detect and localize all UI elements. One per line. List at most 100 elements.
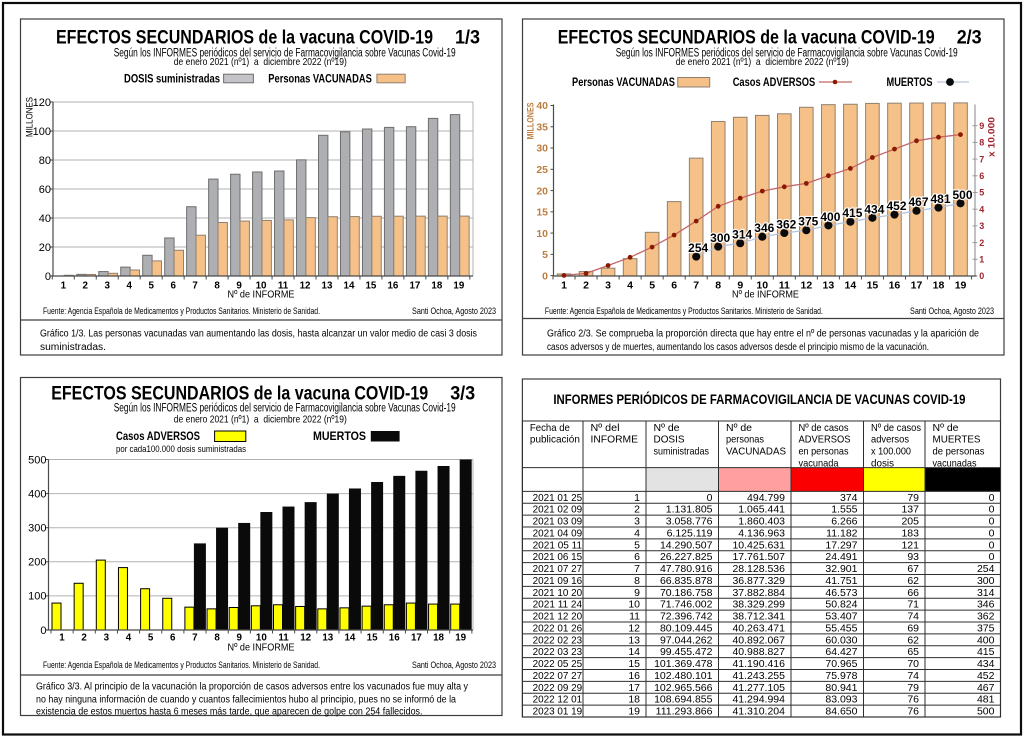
svg-text:Personas VACUNADAS: Personas VACUNADAS xyxy=(268,74,372,86)
svg-text:10: 10 xyxy=(628,599,640,611)
svg-text:Nº del: Nº del xyxy=(591,422,620,434)
svg-text:Nº de: Nº de xyxy=(726,422,752,434)
svg-text:1: 1 xyxy=(61,281,67,292)
svg-text:no hay ninguna información de: no hay ninguna información de cuando y c… xyxy=(36,694,456,705)
svg-text:17: 17 xyxy=(411,633,422,644)
svg-text:17.761.507: 17.761.507 xyxy=(732,551,785,563)
svg-text:314: 314 xyxy=(977,587,995,599)
svg-text:38.712.341: 38.712.341 xyxy=(732,611,785,623)
svg-text:x 10.000: x 10.000 xyxy=(987,117,998,157)
svg-text:10: 10 xyxy=(756,280,768,292)
svg-text:6: 6 xyxy=(170,281,176,292)
svg-text:9: 9 xyxy=(634,587,640,599)
svg-text:30: 30 xyxy=(536,143,548,155)
svg-text:MILLONES: MILLONES xyxy=(526,103,537,140)
svg-text:14.290.507: 14.290.507 xyxy=(660,539,713,551)
svg-text:346: 346 xyxy=(754,221,774,235)
svg-text:100: 100 xyxy=(28,591,46,603)
svg-text:6: 6 xyxy=(634,551,640,563)
svg-text:MILLONES: MILLONES xyxy=(25,97,35,137)
svg-text:EFECTOS SECUNDARIOS de la vacu: EFECTOS SECUNDARIOS de la vacuna COVID-1… xyxy=(51,384,428,405)
svg-text:12: 12 xyxy=(800,280,812,292)
svg-text:3/3: 3/3 xyxy=(450,384,475,405)
svg-text:1: 1 xyxy=(561,280,567,292)
svg-text:en personas: en personas xyxy=(799,446,849,458)
svg-text:83.093: 83.093 xyxy=(825,694,857,706)
svg-text:13: 13 xyxy=(322,281,333,292)
svg-text:EFECTOS SECUNDARIOS de la vacu: EFECTOS SECUNDARIOS de la vacuna COVID-1… xyxy=(56,28,433,49)
svg-text:12: 12 xyxy=(300,281,311,292)
svg-text:74: 74 xyxy=(907,611,919,623)
svg-text:8: 8 xyxy=(715,280,721,292)
svg-text:35: 35 xyxy=(536,121,548,133)
svg-text:publicación: publicación xyxy=(530,434,580,446)
svg-text:3: 3 xyxy=(105,281,111,292)
svg-text:481: 481 xyxy=(931,192,951,206)
svg-text:Personas VACUNADAS: Personas VACUNADAS xyxy=(572,77,675,89)
svg-text:2022 05 25: 2022 05 25 xyxy=(533,659,583,670)
svg-text:93: 93 xyxy=(907,551,919,563)
svg-text:1: 1 xyxy=(979,255,984,265)
svg-text:40.263.471: 40.263.471 xyxy=(732,622,785,634)
svg-text:4: 4 xyxy=(979,204,984,214)
svg-text:1/3: 1/3 xyxy=(455,28,480,49)
svg-text:452: 452 xyxy=(887,199,907,213)
svg-text:2: 2 xyxy=(634,504,640,516)
svg-text:18: 18 xyxy=(933,280,945,292)
svg-text:300: 300 xyxy=(28,523,46,535)
svg-text:7: 7 xyxy=(634,563,640,575)
svg-text:8: 8 xyxy=(214,281,220,292)
svg-text:1.555: 1.555 xyxy=(831,504,857,516)
svg-text:3: 3 xyxy=(605,280,611,292)
svg-text:de enero 2021 (nº1) a diciem: de enero 2021 (nº1) a diciembre 2022 (nº… xyxy=(174,56,347,68)
svg-text:41.310.204: 41.310.204 xyxy=(732,706,785,718)
svg-text:500: 500 xyxy=(28,454,46,466)
svg-text:66.835.878: 66.835.878 xyxy=(660,575,713,587)
svg-text:2021 06 15: 2021 06 15 xyxy=(533,552,583,563)
svg-text:0: 0 xyxy=(989,516,995,528)
svg-text:38.329.299: 38.329.299 xyxy=(732,599,785,611)
svg-text:Nº de INFORME: Nº de INFORME xyxy=(228,642,295,654)
svg-text:37.882.884: 37.882.884 xyxy=(732,587,785,599)
svg-text:2021 12 20: 2021 12 20 xyxy=(533,612,583,623)
svg-text:4: 4 xyxy=(627,280,633,292)
svg-text:2: 2 xyxy=(979,238,984,248)
svg-text:6: 6 xyxy=(979,171,984,181)
svg-text:70: 70 xyxy=(907,658,919,670)
svg-text:Gráfico 2/3. Se comprueba la p: Gráfico 2/3. Se comprueba la proporción … xyxy=(547,329,979,340)
svg-text:10: 10 xyxy=(256,633,267,644)
svg-text:100: 100 xyxy=(33,126,51,138)
svg-text:ADVERSOS: ADVERSOS xyxy=(799,434,851,446)
svg-text:10.425.631: 10.425.631 xyxy=(732,539,785,551)
svg-text:13: 13 xyxy=(628,634,640,646)
svg-text:65: 65 xyxy=(907,646,919,658)
svg-text:1: 1 xyxy=(634,492,640,504)
svg-text:74: 74 xyxy=(907,670,919,682)
svg-text:6: 6 xyxy=(671,280,677,292)
svg-text:75.978: 75.978 xyxy=(825,670,857,682)
svg-text:suministradas.: suministradas. xyxy=(40,342,106,353)
svg-text:14: 14 xyxy=(628,646,640,658)
svg-text:17: 17 xyxy=(628,682,640,694)
svg-text:Según los INFORMES periódicos: Según los INFORMES periódicos del servic… xyxy=(616,47,958,59)
svg-text:11: 11 xyxy=(779,280,790,292)
svg-text:Fuente: Agencia Española de Me: Fuente: Agencia Española de Medicamentos… xyxy=(545,306,823,316)
svg-text:2021 02 09: 2021 02 09 xyxy=(533,505,583,516)
svg-text:71: 71 xyxy=(907,599,919,611)
svg-text:26.227.825: 26.227.825 xyxy=(660,551,713,563)
svg-text:Según los INFORMES periódicos: Según los INFORMES periódicos del servic… xyxy=(114,47,456,59)
svg-text:1.065.441: 1.065.441 xyxy=(738,504,785,516)
svg-text:2021 04 09: 2021 04 09 xyxy=(533,528,583,539)
svg-text:de enero 2021 (nº1) a diciem: de enero 2021 (nº1) a diciembre 2022 (nº… xyxy=(174,413,347,425)
svg-text:62: 62 xyxy=(907,575,919,587)
svg-text:79: 79 xyxy=(907,492,919,504)
svg-text:375: 375 xyxy=(798,215,818,229)
svg-text:5: 5 xyxy=(979,188,984,198)
svg-text:374: 374 xyxy=(840,492,858,504)
svg-text:17.297: 17.297 xyxy=(825,539,857,551)
svg-text:15: 15 xyxy=(536,207,548,219)
svg-text:500: 500 xyxy=(953,188,973,202)
svg-text:40.892.067: 40.892.067 xyxy=(732,634,785,646)
svg-text:Santi Ochoa, Agosto 2023: Santi Ochoa, Agosto 2023 xyxy=(910,306,994,316)
svg-text:7: 7 xyxy=(979,154,984,164)
